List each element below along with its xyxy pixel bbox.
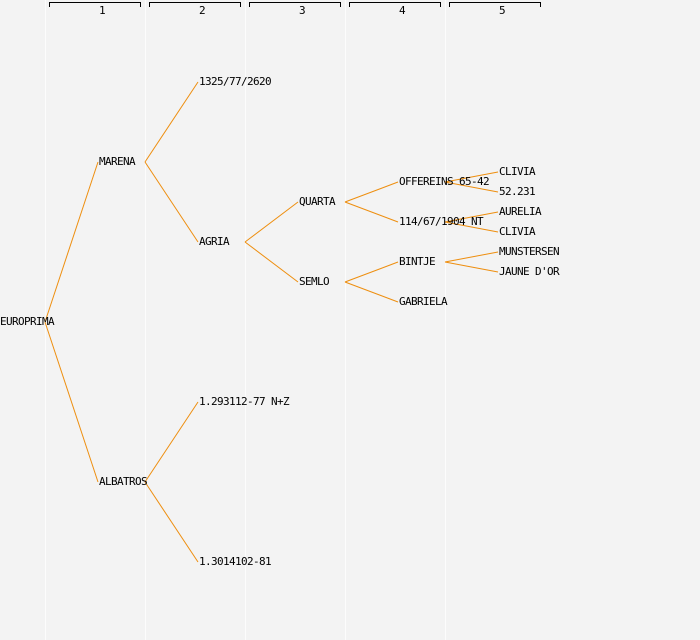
pedigree-edge [444,181,499,193]
generation-header-5: 5 [449,2,541,17]
pedigree-node-semlo[interactable]: SEMLO [299,275,330,288]
pedigree-node-albatros[interactable]: ALBATROS [99,475,148,488]
generation-header-1: 1 [49,2,141,17]
pedigree-edge [144,401,199,483]
pedigree-node-jaunedor[interactable]: JAUNE D'OR [499,265,560,278]
generation-header-label: 2 [198,4,206,17]
pedigree-node-s114[interactable]: 114/67/1904 NT [399,215,484,228]
pedigree-node-marena[interactable]: MARENA [99,155,136,168]
pedigree-node-munstersen[interactable]: MUNSTERSEN [499,245,560,258]
pedigree-node-europrima[interactable]: EUROPRIMA [0,315,55,328]
pedigree-edge [344,181,399,203]
pedigree-edge [144,481,199,563]
generation-header-2: 2 [149,2,241,17]
pedigree-edge [244,201,299,243]
pedigree-edge [444,211,499,223]
pedigree-edge [344,201,399,223]
pedigree-node-clivia1[interactable]: CLIVIA [499,165,536,178]
pedigree-edge [344,261,399,283]
pedigree-node-quarta[interactable]: QUARTA [299,195,336,208]
generation-header-4: 4 [349,2,441,17]
generation-header-label: 1 [98,4,106,17]
pedigree-edge [444,171,499,183]
column-separator [445,0,446,640]
pedigree-node-s1325[interactable]: 1325/77/2620 [199,75,272,88]
pedigree-edge [344,281,399,303]
pedigree-node-agria[interactable]: AGRIA [199,235,230,248]
generation-header-label: 5 [498,4,506,17]
pedigree-edge [444,251,499,263]
generation-header-3: 3 [249,2,341,17]
pedigree-edge [144,81,199,163]
pedigree-edge [144,161,199,243]
pedigree-edge [444,261,499,273]
pedigree-node-aurelia[interactable]: AURELIA [499,205,542,218]
generation-header-label: 4 [398,4,406,17]
pedigree-node-s129[interactable]: 1.293112-77 N+Z [199,395,290,408]
pedigree-edge [244,241,299,283]
generation-header-label: 3 [298,4,306,17]
pedigree-node-s52[interactable]: 52.231 [499,185,536,198]
pedigree-node-bintje[interactable]: BINTJE [399,255,436,268]
pedigree-node-offereins[interactable]: OFFEREINS 65-42 [399,175,490,188]
pedigree-edge [44,321,99,483]
pedigree-node-clivia2[interactable]: CLIVIA [499,225,536,238]
pedigree-edge [44,161,99,323]
pedigree-node-gabriela[interactable]: GABRIELA [399,295,448,308]
pedigree-edge [444,221,499,233]
pedigree-node-s130[interactable]: 1.3014102-81 [199,555,272,568]
column-separator [345,0,346,640]
column-separator [145,0,146,640]
column-separator [245,0,246,640]
